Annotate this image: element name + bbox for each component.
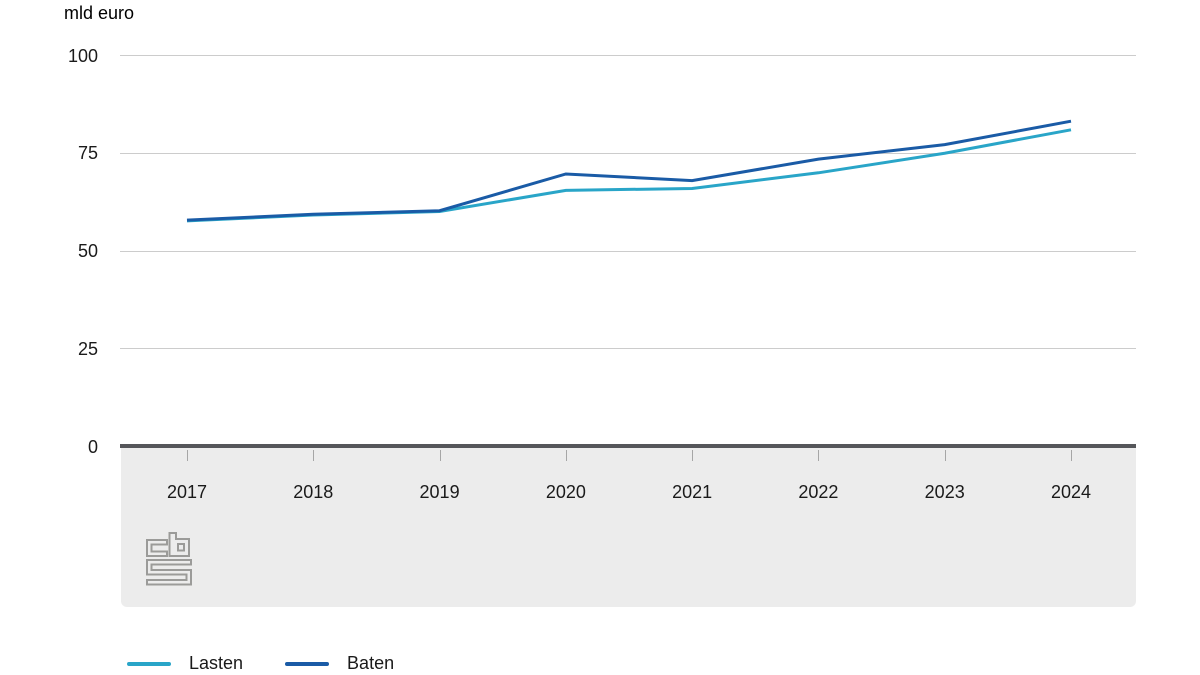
y-tick-label-75: 75 <box>77 143 98 164</box>
x-tick-2024 <box>1070 450 1072 461</box>
x-tick-2017 <box>187 450 188 461</box>
legend-swatch-lasten <box>127 661 171 666</box>
y-tick-label-0: 0 <box>87 436 98 457</box>
gridline-y-75 <box>120 152 1136 154</box>
x-tick-2023 <box>944 450 946 461</box>
y-tick-label-100: 100 <box>67 45 98 66</box>
y-tick-label-50: 50 <box>77 241 98 261</box>
legend-swatch-baten <box>285 661 330 666</box>
gridline-y-25 <box>120 348 1136 350</box>
x-tick-label-2020: 2020 <box>545 482 586 502</box>
x-tick-label-2017: 2017 <box>166 482 208 502</box>
legend: Lasten Baten <box>127 653 436 674</box>
x-tick-2021 <box>692 450 694 461</box>
series-line-baten <box>186 119 1072 222</box>
legend-label-baten: Baten <box>347 653 395 673</box>
x-tick-label-2019: 2019 <box>419 482 460 502</box>
x-tick-label-2022: 2022 <box>798 482 839 502</box>
legend-item-lasten[interactable]: Lasten <box>127 653 243 674</box>
y-axis-unit-label: mld euro <box>64 3 135 23</box>
cbs-logo-icon <box>146 532 192 586</box>
gridline-y-50 <box>120 250 1136 252</box>
x-tick-2019 <box>439 450 441 461</box>
legend-item-baten[interactable]: Baten <box>285 653 394 674</box>
series-line-lasten <box>186 128 1072 223</box>
x-tick-label-2024: 2024 <box>1050 482 1091 502</box>
x-tick-2022 <box>818 450 820 461</box>
x-axis-line <box>120 444 1136 448</box>
x-tick-label-2018: 2018 <box>293 482 334 502</box>
x-tick-label-2021: 2021 <box>672 482 713 502</box>
x-tick-2018 <box>313 450 315 461</box>
y-tick-label-25: 25 <box>77 338 98 359</box>
x-tick-2020 <box>565 450 567 461</box>
x-axis-band <box>121 448 1136 607</box>
legend-label-lasten: Lasten <box>189 653 244 673</box>
x-tick-label-2023: 2023 <box>924 482 965 502</box>
gridline-y-100 <box>120 55 1136 56</box>
